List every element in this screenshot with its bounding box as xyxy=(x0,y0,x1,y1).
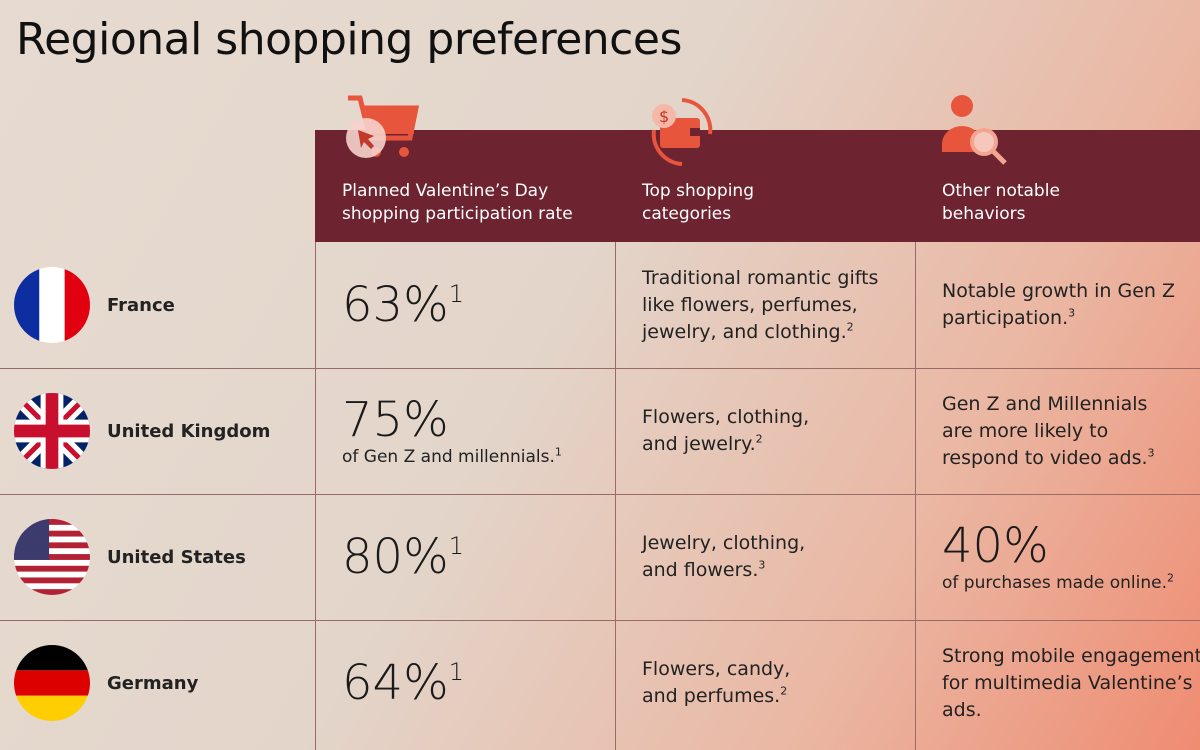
categories-text: Flowers, candy, and perfumes. xyxy=(642,658,791,707)
categories-text: Traditional romantic gifts like flowers,… xyxy=(642,266,879,343)
categories-cell: Flowers, candy, and perfumes.2 xyxy=(615,620,815,746)
rate-note: of Gen Z and millennials. xyxy=(342,447,555,467)
participation-rate-cell: 64%1 xyxy=(315,620,605,746)
categories-cell: Jewelry, clothing, and flowers.3 xyxy=(615,494,815,620)
behavior-cell: Strong mobile engagement for multimedia … xyxy=(915,620,1200,746)
header-line: categories xyxy=(642,204,732,224)
behavior-text: Notable growth in Gen Z participation. xyxy=(942,280,1176,329)
header-line: Other notable xyxy=(942,181,1060,201)
person-search-icon xyxy=(942,95,1007,165)
divider xyxy=(915,242,916,750)
rate-value: 80% xyxy=(342,529,449,585)
participation-rate-cell: 63%1 xyxy=(315,242,605,368)
country-label: Germany xyxy=(107,672,199,694)
table-row-united-states: United States 80%1 Jewelry, clothing, an… xyxy=(0,494,1200,620)
divider xyxy=(315,242,316,750)
germany-flag-icon xyxy=(14,645,90,721)
divider xyxy=(615,242,616,750)
wallet-exchange-icon: $ xyxy=(651,98,713,166)
rate-value: 64% xyxy=(342,655,449,711)
country-label: United Kingdom xyxy=(107,420,271,442)
header-line: Top shopping xyxy=(642,181,754,201)
divider xyxy=(0,494,1200,495)
categories-cell: Traditional romantic gifts like flowers,… xyxy=(615,242,905,368)
header-line: Planned Valentine’s Day xyxy=(342,181,549,201)
behavior-cell: 40% of purchases made online.2 xyxy=(915,494,1200,620)
behavior-text: Gen Z and Millennials are more likely to… xyxy=(942,392,1148,469)
country-label: United States xyxy=(107,546,246,568)
table-row-germany: Germany 64%1 Flowers, candy, and perfume… xyxy=(0,620,1200,746)
table-row-united-kingdom: United Kingdom 75% of Gen Z and millenni… xyxy=(0,368,1200,494)
footnote-ref: 3 xyxy=(758,558,766,572)
us-flag-icon xyxy=(14,519,90,595)
rate-value: 63% xyxy=(342,277,449,333)
france-flag-icon xyxy=(14,267,90,343)
behavior-cell: Notable growth in Gen Z participation.3 xyxy=(915,242,1200,368)
behavior-value: 40% xyxy=(942,518,1049,574)
footnote-ref: 2 xyxy=(1166,571,1174,585)
footnote-ref: 2 xyxy=(780,684,788,698)
header-line: shopping participation rate xyxy=(342,204,573,224)
divider xyxy=(0,368,1200,369)
table-row-france: France 63%1 Traditional romantic gifts l… xyxy=(0,242,1200,368)
country-label: France xyxy=(107,294,175,316)
header-other-behaviors: Other notable behaviors xyxy=(915,95,1200,242)
behavior-text: of purchases made online. xyxy=(942,573,1167,593)
footnote-ref: 3 xyxy=(1147,446,1155,460)
participation-rate-cell: 80%1 xyxy=(315,494,605,620)
categories-cell: Flowers, clothing, and jewelry.2 xyxy=(615,368,845,494)
footnote-ref: 3 xyxy=(1068,306,1076,320)
header-participation-rate: Planned Valentine’s Day shopping partici… xyxy=(315,95,615,242)
footnote-ref: 1 xyxy=(554,445,562,459)
categories-text: Flowers, clothing, and jewelry. xyxy=(642,406,810,455)
shopping-cart-icon xyxy=(346,95,420,158)
footnote-ref: 2 xyxy=(755,432,763,446)
behavior-text: Strong mobile engagement for multimedia … xyxy=(942,644,1200,721)
page-title: Regional shopping preferences xyxy=(16,14,682,65)
header-line: behaviors xyxy=(942,204,1026,224)
categories-text: Jewelry, clothing, and flowers. xyxy=(642,532,806,581)
header-top-categories: $ Top shopping categories xyxy=(615,98,915,242)
behavior-cell: Gen Z and Millennials are more likely to… xyxy=(915,368,1175,494)
divider xyxy=(0,620,1200,621)
footnote-ref: 2 xyxy=(846,320,854,334)
footnote-ref: 1 xyxy=(448,280,464,308)
rate-value: 75% xyxy=(342,392,449,448)
footnote-ref: 1 xyxy=(448,532,464,560)
svg-text:$: $ xyxy=(659,107,669,126)
participation-rate-cell: 75% of Gen Z and millennials.1 xyxy=(315,368,605,494)
table-header: Planned Valentine’s Day shopping partici… xyxy=(315,95,1200,242)
footnote-ref: 1 xyxy=(448,658,464,686)
uk-flag-icon xyxy=(14,393,90,469)
